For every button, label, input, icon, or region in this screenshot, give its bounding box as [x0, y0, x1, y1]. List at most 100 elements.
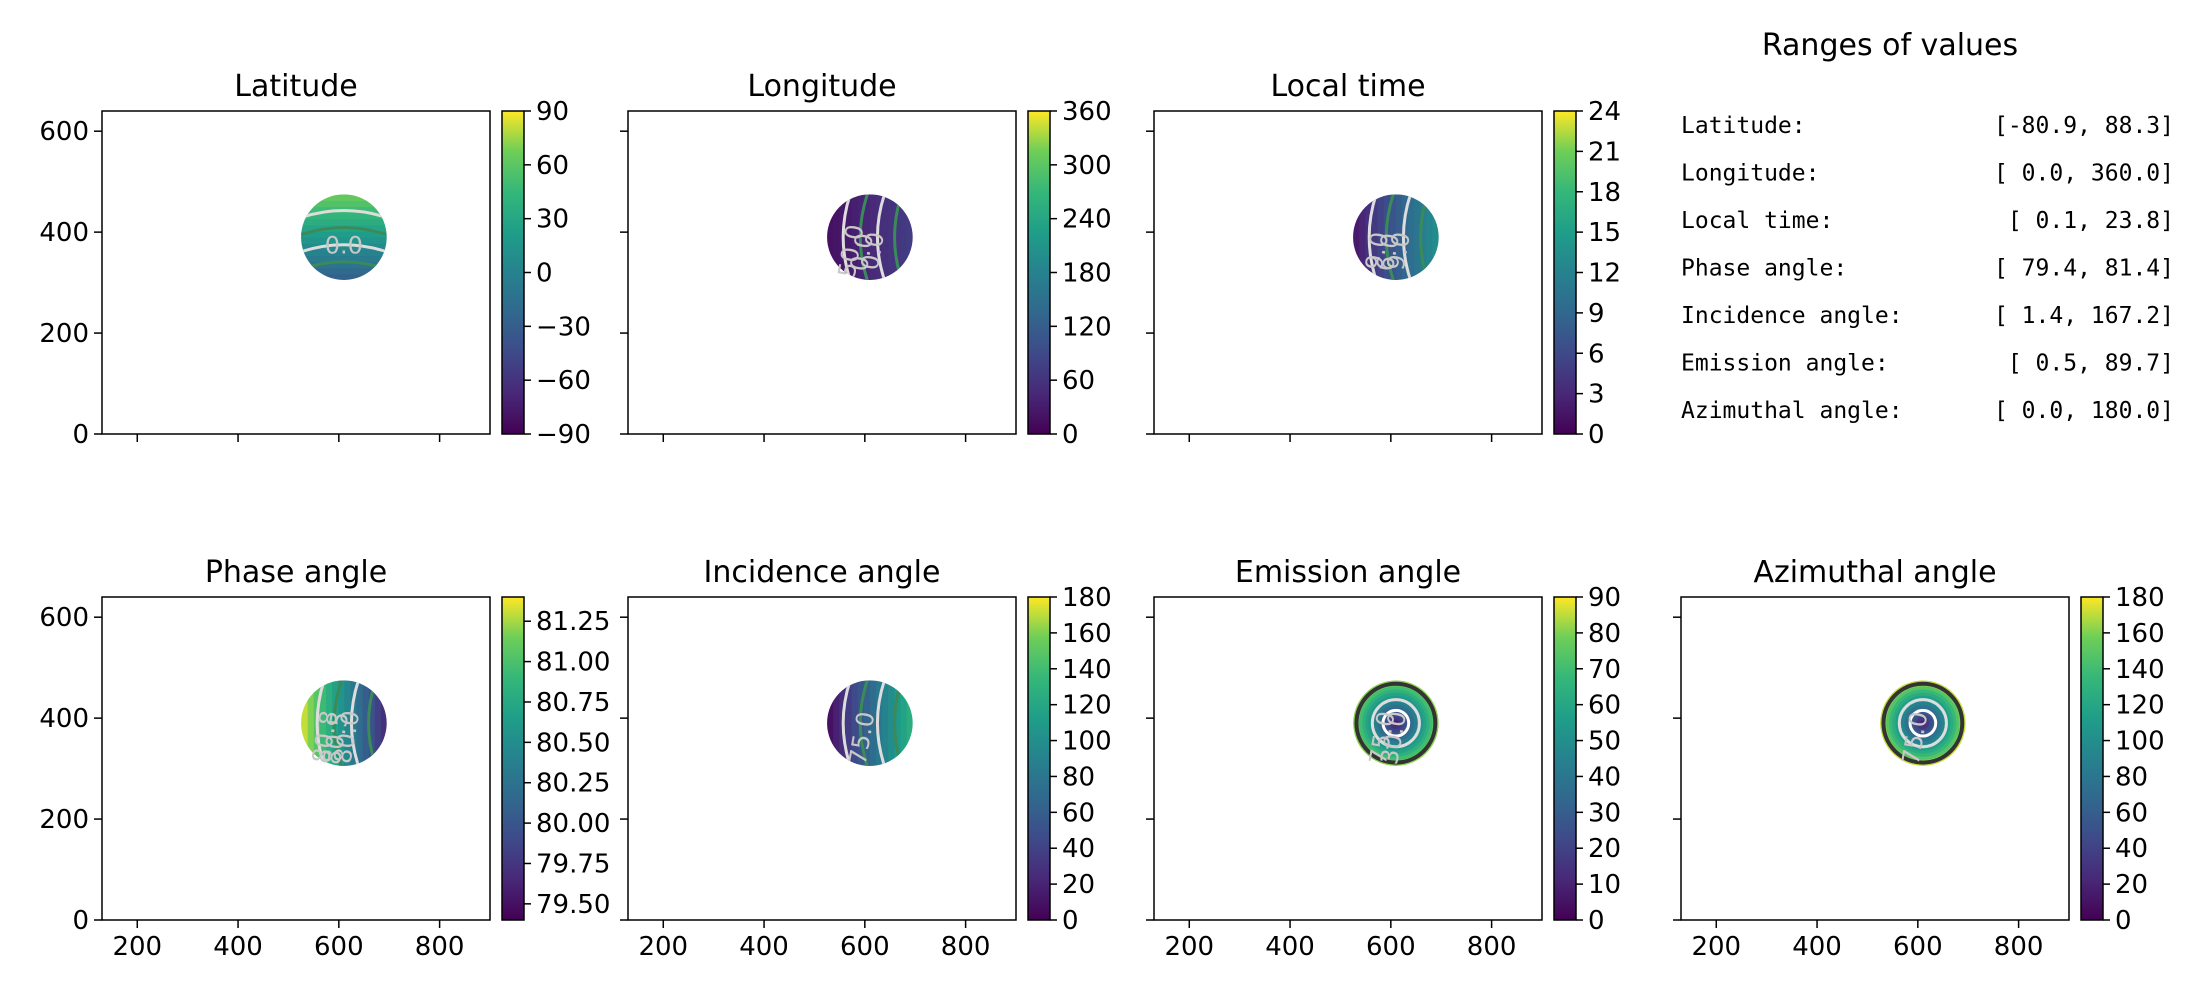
disk [301, 680, 387, 767]
colorbar-tick-label: 20 [2115, 870, 2148, 900]
disk-band [882, 680, 889, 767]
disk-band [1377, 194, 1385, 281]
contour-label: 9.0 [1360, 230, 1394, 272]
colorbar-tick-label: 81.00 [536, 648, 610, 678]
colorbar-tick-label: 300 [1062, 151, 1112, 181]
disk-band [301, 243, 387, 250]
disk-band [343, 680, 351, 767]
contour-line [301, 208, 387, 219]
x-tick-label: 200 [112, 932, 162, 962]
colorbar-tick-label: 140 [2115, 655, 2165, 685]
x-tick-label: 200 [1164, 932, 1214, 962]
disk-band [1371, 194, 1379, 281]
range-label: Emission angle: [1681, 351, 1889, 377]
contour-line [1897, 698, 1948, 749]
disk-band [1426, 194, 1434, 281]
x-tick-label: 400 [739, 932, 789, 962]
contour-line [841, 680, 852, 767]
contour-line [1381, 708, 1411, 738]
colorbar-tick-label: 60 [536, 151, 569, 181]
x-tick-label: 800 [415, 932, 465, 962]
contour-line [301, 243, 387, 254]
colorbar-tick-label: 60 [1062, 798, 1095, 828]
disk-band [827, 680, 834, 767]
x-tick-label: 200 [638, 932, 688, 962]
contour-line [841, 194, 852, 281]
panel-title: Longitude [747, 69, 896, 104]
contour-line [332, 680, 343, 767]
disk-band [888, 680, 895, 767]
colorbar-tick-label: 80 [1062, 762, 1095, 792]
axes-frame [627, 110, 1017, 435]
contour-line [1908, 708, 1938, 738]
x-tick-label: 400 [213, 932, 263, 962]
contour-line [858, 194, 869, 281]
contour-line [1370, 698, 1421, 749]
disk-band [325, 680, 333, 767]
disk-band [1420, 194, 1427, 281]
colorbar-tick-label: 100 [2115, 727, 2165, 757]
axes-frame [1153, 110, 1543, 435]
colorbar [501, 110, 525, 435]
disk [827, 194, 913, 281]
disk-band [1395, 194, 1403, 281]
panel-title: Local time [1270, 69, 1425, 104]
disk-band [900, 680, 908, 767]
colorbar-tick-label: 40 [2115, 834, 2148, 864]
colorbar-tick-label: 140 [1062, 655, 1112, 685]
colorbar-tick-label: 21 [1588, 137, 1621, 167]
range-value: [ 0.0, 180.0] [1994, 398, 2174, 424]
colorbar-tick-label: 0 [1588, 906, 1605, 936]
disk-band [1392, 720, 1399, 727]
disk-band [301, 237, 387, 244]
contour-line [349, 680, 360, 767]
y-tick-label: 200 [39, 319, 89, 349]
disk-band [319, 680, 327, 767]
colorbar-tick-label: 81.25 [536, 607, 610, 637]
colorbar-tick-label: 60 [2115, 798, 2148, 828]
disk [301, 194, 387, 281]
disk-band [1919, 720, 1926, 727]
disk-band [833, 194, 840, 281]
colorbar-tick-label: 90 [1588, 583, 1621, 613]
colorbar-tick-label: 240 [1062, 205, 1112, 235]
colorbar [1027, 596, 1051, 921]
colorbar-tick-label: 90 [536, 97, 569, 127]
colorbar [2080, 596, 2104, 921]
colorbar-tick-label: 70 [1588, 655, 1621, 685]
disk-band [301, 267, 387, 275]
x-tick-label: 800 [941, 932, 991, 962]
disk-band [374, 680, 382, 767]
x-tick-label: 200 [1691, 932, 1741, 962]
disk-band [894, 194, 901, 281]
disk-band [368, 680, 375, 767]
disk-band [1389, 194, 1397, 281]
y-tick-label: 600 [39, 603, 89, 633]
contour-line [315, 680, 326, 767]
colorbar-tick-label: 80.00 [536, 809, 610, 839]
colorbar [1553, 110, 1577, 435]
x-tick-label: 600 [840, 932, 890, 962]
axes-frame [1680, 596, 2070, 921]
contour-line [301, 226, 387, 237]
y-tick-label: 600 [39, 117, 89, 147]
disk-band [900, 194, 908, 281]
x-tick-label: 400 [1792, 932, 1842, 962]
contour-line [1401, 194, 1412, 281]
disk-band [301, 680, 308, 767]
colorbar-tick-label: 100 [1062, 727, 1112, 757]
disk-band [894, 680, 901, 767]
disk-band [1408, 194, 1415, 281]
disk-band [362, 680, 369, 767]
axes-frame [101, 110, 491, 435]
colorbar-tick-label: 40 [1588, 762, 1621, 792]
colorbar-tick-label: 9 [1588, 299, 1605, 329]
range-label: Incidence angle: [1681, 303, 1903, 329]
colorbar-tick-label: 6 [1588, 339, 1605, 369]
panel-latitude: Latitude 0.0 0 200 400 600 −90 −60 −30 0 30 60 90 [39, 69, 591, 450]
disk [1880, 680, 1966, 767]
colorbar-tick-label: 0 [2115, 906, 2132, 936]
